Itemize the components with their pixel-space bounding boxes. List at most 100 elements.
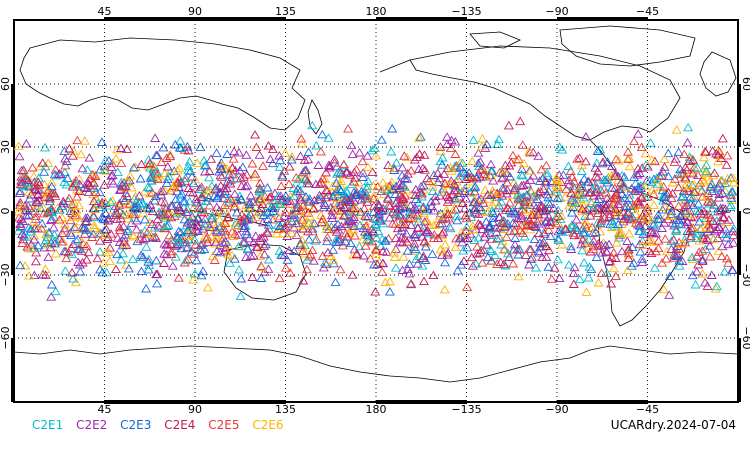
observation-marker <box>418 180 429 190</box>
observation-marker <box>634 239 645 248</box>
lon-label-bottom: −135 <box>451 403 481 416</box>
observation-marker <box>604 212 615 221</box>
observation-marker <box>151 150 162 159</box>
observation-marker <box>538 206 549 215</box>
observation-marker <box>630 209 641 218</box>
observation-marker <box>76 149 87 159</box>
observation-marker <box>368 207 379 216</box>
observation-marker <box>701 192 712 201</box>
observation-marker <box>566 244 577 253</box>
observation-marker <box>598 204 609 213</box>
observation-marker <box>623 208 634 218</box>
observation-marker <box>502 185 513 194</box>
observation-marker <box>584 262 595 271</box>
observation-marker <box>61 179 72 189</box>
observation-marker <box>596 214 607 224</box>
observation-marker <box>475 172 486 181</box>
observation-marker <box>29 270 40 280</box>
observation-marker <box>139 226 150 235</box>
observation-marker <box>349 212 359 222</box>
observation-marker <box>397 222 408 232</box>
observation-marker <box>240 181 251 191</box>
observation-marker <box>553 211 564 220</box>
observation-marker <box>687 168 698 178</box>
observation-marker <box>673 147 684 156</box>
observation-marker <box>267 144 278 154</box>
observation-marker <box>275 155 286 165</box>
observation-marker <box>46 177 57 187</box>
observation-marker <box>664 271 675 281</box>
observation-marker <box>593 241 604 251</box>
legend: C2E1 C2E2 C2E3 C2E4 C2E5 C2E6 <box>32 418 293 432</box>
observation-marker <box>279 250 290 259</box>
observation-marker <box>18 165 29 174</box>
observation-marker <box>533 212 544 222</box>
observation-marker <box>66 230 77 240</box>
observation-marker <box>469 203 480 213</box>
observation-marker <box>357 156 368 166</box>
observation-marker <box>663 171 674 181</box>
observation-marker <box>201 234 212 243</box>
observation-marker <box>682 137 693 147</box>
observation-marker <box>100 166 111 175</box>
observation-marker <box>472 242 483 251</box>
observation-marker <box>390 189 401 198</box>
observation-marker <box>115 213 126 222</box>
observation-marker <box>391 209 402 219</box>
observation-marker <box>506 157 517 167</box>
observation-marker <box>210 184 221 194</box>
observation-marker <box>316 177 327 187</box>
observation-marker <box>332 193 343 202</box>
observation-marker <box>585 196 596 206</box>
observation-marker <box>697 256 708 266</box>
observation-marker <box>77 222 88 231</box>
observation-marker <box>18 168 29 177</box>
observation-marker <box>370 287 381 296</box>
observation-marker <box>658 166 669 176</box>
observation-marker <box>184 196 195 206</box>
observation-marker <box>59 226 70 235</box>
observation-marker <box>255 251 266 261</box>
observation-marker <box>650 246 661 256</box>
observation-marker <box>691 233 701 243</box>
observation-marker <box>608 247 619 257</box>
observation-marker <box>387 123 398 133</box>
observation-marker <box>613 199 624 208</box>
observation-marker <box>557 227 568 236</box>
observation-marker <box>523 194 534 203</box>
observation-marker <box>614 227 625 236</box>
observation-marker <box>291 172 302 182</box>
observation-marker <box>115 143 126 152</box>
observation-marker <box>455 233 466 242</box>
observation-marker <box>46 214 57 224</box>
observation-marker <box>81 241 92 250</box>
observation-marker <box>365 253 376 263</box>
observation-marker <box>705 197 716 206</box>
lat-label-left: 0 <box>0 208 12 215</box>
observation-marker <box>640 148 651 158</box>
observation-marker <box>610 204 621 213</box>
observation-marker <box>304 194 315 203</box>
observation-marker <box>338 211 349 220</box>
observation-marker <box>74 200 85 210</box>
observation-marker <box>602 157 613 166</box>
observation-marker <box>660 202 670 211</box>
observation-marker <box>443 247 454 257</box>
observation-marker <box>70 224 81 233</box>
observation-marker <box>54 169 65 178</box>
observation-marker <box>241 170 252 179</box>
lon-label-bottom: 135 <box>275 403 296 416</box>
observation-marker <box>231 207 242 217</box>
observation-marker <box>20 173 31 183</box>
observation-marker <box>33 173 44 182</box>
observation-marker <box>79 229 90 238</box>
observation-marker <box>239 221 250 231</box>
observation-marker <box>636 183 646 193</box>
observation-marker <box>452 265 463 275</box>
observation-marker <box>721 229 731 238</box>
observation-marker <box>473 233 484 242</box>
observation-marker <box>520 207 531 216</box>
observation-marker <box>229 189 240 198</box>
observation-marker <box>239 223 250 233</box>
observation-marker <box>539 229 550 238</box>
